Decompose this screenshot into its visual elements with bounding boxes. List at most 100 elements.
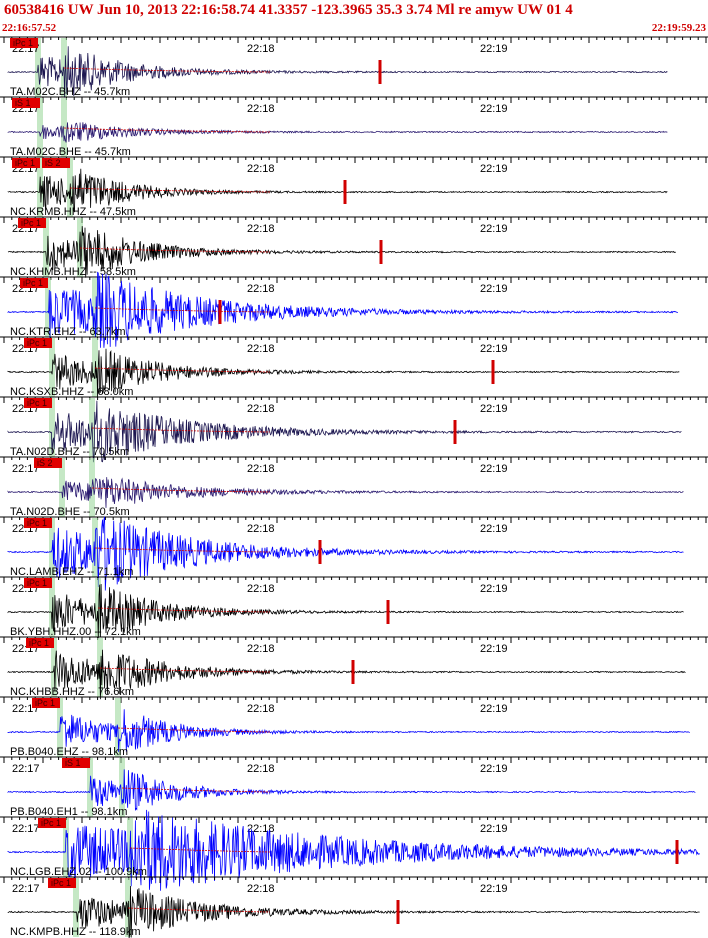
time-label: 22:18 xyxy=(247,463,275,475)
time-label: 22:19 xyxy=(480,463,508,475)
station-label: NC.KHBB.HHZ -- 76.6km xyxy=(10,686,134,698)
p-window xyxy=(73,878,79,937)
pick-label: iPc 1 xyxy=(27,518,47,528)
station-label: TA.N02D.BHZ -- 70.5km xyxy=(10,446,129,458)
pick-box xyxy=(62,758,90,768)
waveform xyxy=(7,885,700,938)
time-label: 22:19 xyxy=(480,763,508,775)
pick-label: iPc 1 xyxy=(35,698,55,708)
station-label: BK.YBH.HHZ.00 -- 72.1km xyxy=(10,626,141,638)
end-marker xyxy=(318,540,322,564)
station-label: TA.M02C.BHZ -- 45.7km xyxy=(10,86,130,98)
p-window xyxy=(45,278,51,337)
p-window xyxy=(37,98,43,157)
pick-label: iS 2 xyxy=(37,458,53,468)
station-label: NC.KHMB.HHZ -- 58.5km xyxy=(10,266,136,278)
time-label: 22:19 xyxy=(480,223,508,235)
pick-label: iPc 1 xyxy=(13,38,33,48)
p-window xyxy=(49,578,55,637)
p-window xyxy=(49,338,55,397)
station-label: NC.KMPB.HHZ -- 118.9km xyxy=(10,926,141,938)
time-label: 22:19 xyxy=(480,283,508,295)
waveform xyxy=(7,122,668,143)
time-label: 22:19 xyxy=(480,403,508,415)
waveform xyxy=(7,271,679,348)
pick-box xyxy=(38,818,66,828)
time-label: 22:19 xyxy=(480,163,508,175)
time-label: 22:18 xyxy=(247,643,275,655)
s-window xyxy=(61,98,67,157)
pick-box xyxy=(26,638,54,648)
time-ticks xyxy=(3,637,707,643)
time-label: 22:17 xyxy=(12,823,40,835)
end-marker xyxy=(218,300,222,324)
pick-label: iS 1 xyxy=(65,758,81,768)
coda-fit xyxy=(91,487,271,493)
time-label: 22:19 xyxy=(480,343,508,355)
waveform xyxy=(7,583,684,639)
end-marker xyxy=(343,180,347,204)
pick-label: iPc 1 xyxy=(23,278,43,288)
station-label: TA.M02C.BHE -- 45.7km xyxy=(10,146,131,158)
coda-fit xyxy=(63,127,271,133)
time-label: 22:18 xyxy=(247,43,275,55)
waveform xyxy=(7,709,690,752)
p-window xyxy=(63,818,69,877)
time-label: 22:18 xyxy=(247,763,275,775)
time-label: 22:19 xyxy=(480,583,508,595)
pick-label: iPc 1 xyxy=(27,578,47,588)
pick-label: iPc 1 xyxy=(27,338,47,348)
time-label: 22:18 xyxy=(247,403,275,415)
s-window xyxy=(119,758,125,817)
coda-fit xyxy=(94,367,271,373)
waveform xyxy=(7,46,668,98)
end-marker xyxy=(675,840,679,864)
end-marker xyxy=(453,420,457,444)
time-label: 22:19 xyxy=(480,43,508,55)
s-window xyxy=(61,38,67,97)
waveform xyxy=(7,226,676,278)
coda-fit xyxy=(97,607,271,613)
start-time: 22:16:57.52 xyxy=(2,22,57,34)
s-window xyxy=(95,578,101,637)
waveform xyxy=(7,769,696,812)
time-label: 22:18 xyxy=(247,223,275,235)
pick-box xyxy=(24,338,52,348)
pick-label: iPc 1 xyxy=(21,218,41,228)
time-label: 22:19 xyxy=(480,523,508,535)
pick-box xyxy=(34,458,62,468)
pick-box xyxy=(20,278,48,288)
station-label: TA.N02D.BHE -- 70.5km xyxy=(10,506,130,518)
end-marker xyxy=(396,900,400,924)
coda-fit xyxy=(127,907,271,913)
end-marker xyxy=(378,60,382,84)
pick-label: iS 1 xyxy=(15,98,31,108)
pick-box xyxy=(24,398,52,408)
waveform xyxy=(7,348,680,398)
time-ticks xyxy=(3,457,707,463)
coda-fit xyxy=(79,247,271,253)
end-marker xyxy=(491,360,495,384)
time-label: 22:18 xyxy=(247,163,275,175)
coda-fit xyxy=(94,547,271,553)
time-label: 22:19 xyxy=(480,103,508,115)
end-marker xyxy=(386,600,390,624)
time-label: 22:19 xyxy=(480,883,508,895)
time-ticks xyxy=(3,337,707,343)
station-label: PB.B040.EH1 -- 98.1km xyxy=(10,806,127,818)
waveform xyxy=(7,649,686,700)
time-ticks xyxy=(3,37,707,43)
station-label: NC.KRMB.HHZ -- 47.5km xyxy=(10,206,136,218)
pick-label: iS 2 xyxy=(45,158,61,168)
end-marker xyxy=(351,660,355,684)
pick-label: iPc 1 xyxy=(15,158,35,168)
station-label: PB.B040.EHZ -- 98.1km xyxy=(10,746,128,758)
waveform xyxy=(7,400,682,463)
time-label: 22:17 xyxy=(12,883,40,895)
p-window xyxy=(49,398,55,457)
p-window xyxy=(59,458,65,517)
coda-fit xyxy=(91,427,271,433)
p-window xyxy=(43,218,49,277)
waveform xyxy=(7,516,684,591)
